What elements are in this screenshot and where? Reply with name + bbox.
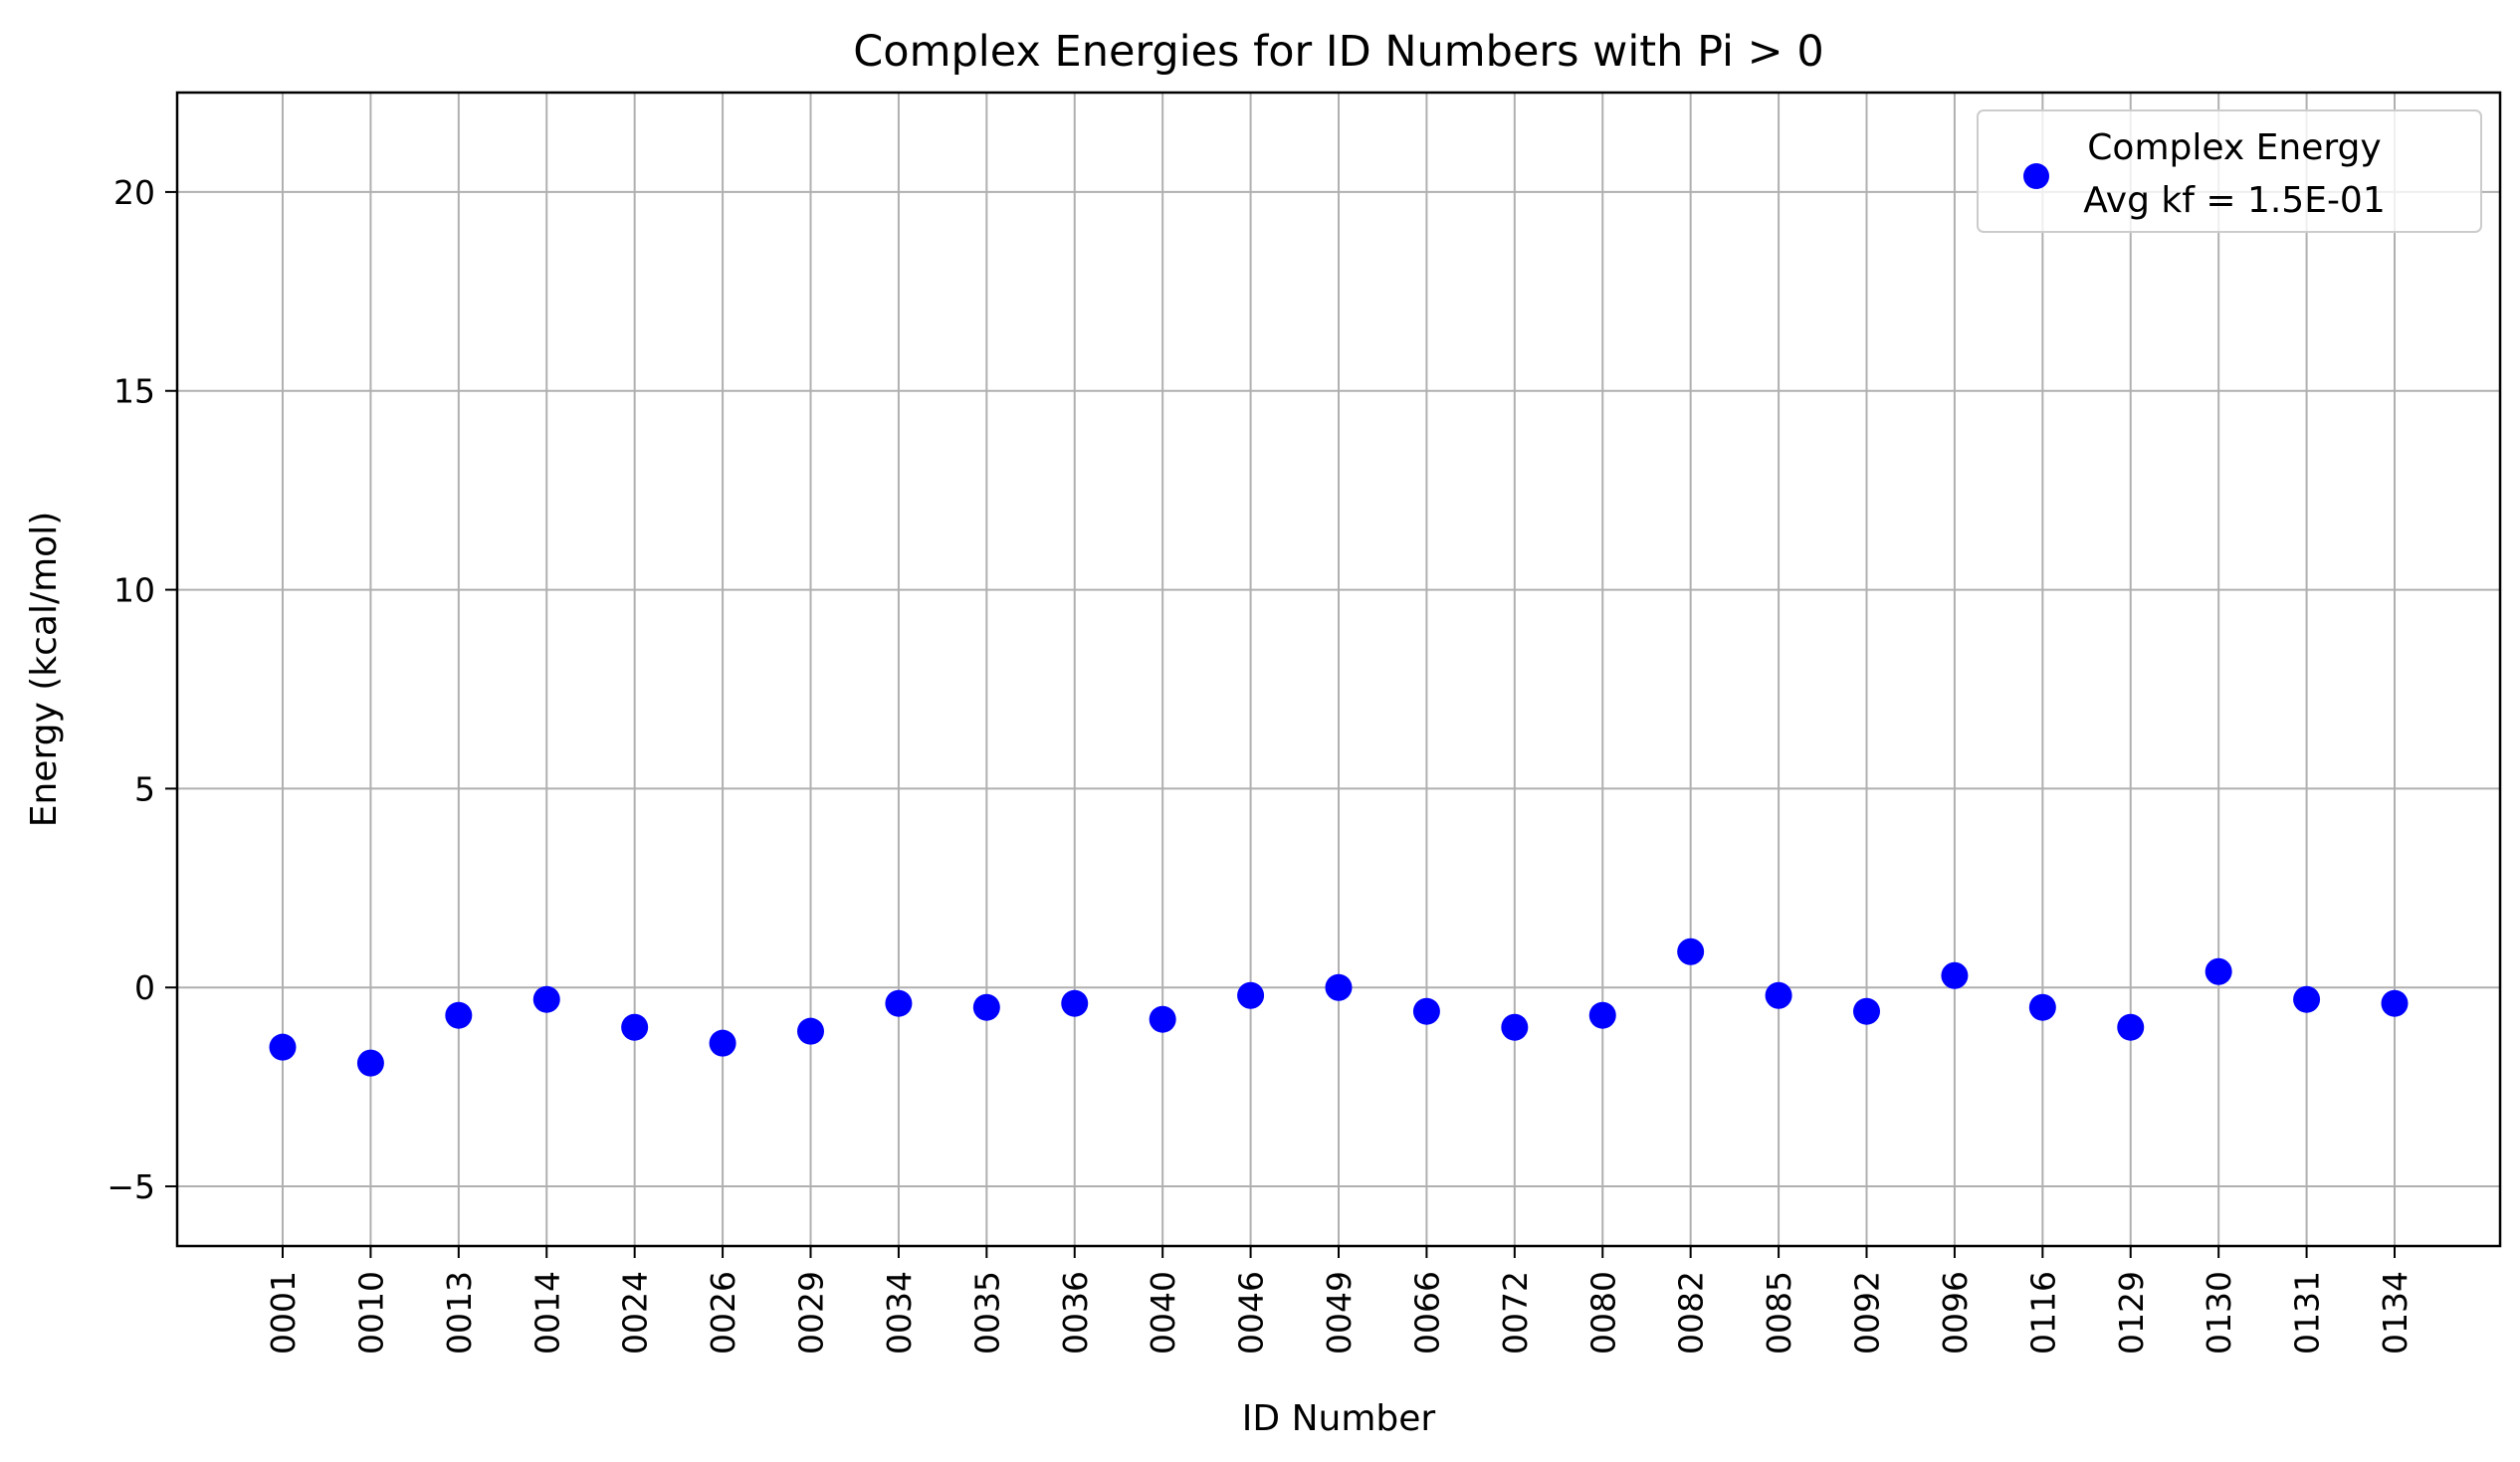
y-axis-title: Energy (kcal/mol) xyxy=(24,512,65,828)
data-point xyxy=(1325,973,1353,1001)
x-tick-label: 0013 xyxy=(440,1271,479,1355)
y-tick-label: 5 xyxy=(134,769,155,808)
data-point xyxy=(532,985,560,1013)
data-point xyxy=(1412,997,1440,1025)
x-tick-label: 0034 xyxy=(880,1271,919,1355)
data-point xyxy=(2381,989,2409,1017)
x-tick-label: 0116 xyxy=(2023,1271,2062,1355)
data-point xyxy=(2205,957,2232,985)
data-point xyxy=(885,989,913,1017)
x-tick-label: 0040 xyxy=(1144,1271,1182,1355)
x-tick-label: 0066 xyxy=(1407,1271,1446,1355)
x-tick-label: 0035 xyxy=(967,1271,1006,1355)
data-point xyxy=(621,1013,649,1041)
x-tick-label: 0085 xyxy=(1760,1271,1798,1355)
x-tick-label: 0130 xyxy=(2200,1271,2238,1355)
legend: Complex Energy Avg kf = 1.5E-01 xyxy=(1977,109,2482,233)
data-point xyxy=(1237,981,1265,1009)
x-tick-label: 0049 xyxy=(1320,1271,1359,1355)
x-tick-label: 0096 xyxy=(1936,1271,1975,1355)
y-tick-label: −5 xyxy=(106,1167,155,1206)
x-tick-label: 0036 xyxy=(1056,1271,1095,1355)
x-tick-label: 0092 xyxy=(1848,1271,1887,1355)
data-point xyxy=(2028,993,2056,1021)
x-tick-label: 0072 xyxy=(1496,1271,1535,1355)
data-point xyxy=(1588,1001,1616,1029)
x-tick-label: 0026 xyxy=(704,1271,742,1355)
x-tick-label: 0014 xyxy=(527,1271,566,1355)
data-point xyxy=(1941,961,1969,989)
x-axis-title: ID Number xyxy=(1242,1398,1436,1439)
data-point xyxy=(269,1033,297,1061)
data-point xyxy=(709,1029,736,1057)
data-point xyxy=(1149,1005,1176,1033)
data-point xyxy=(1501,1013,1529,1041)
legend-box xyxy=(1977,109,2482,233)
x-tick-label: 0029 xyxy=(792,1271,831,1355)
data-point xyxy=(797,1017,824,1045)
y-tick-label: 10 xyxy=(113,571,155,610)
x-tick-label: 0010 xyxy=(351,1271,390,1355)
data-point xyxy=(972,993,1000,1021)
legend-marker xyxy=(2023,163,2049,189)
y-tick-label: 15 xyxy=(113,372,155,411)
data-point xyxy=(445,1001,473,1029)
data-point xyxy=(1853,997,1880,1025)
x-tick-label: 0046 xyxy=(1232,1271,1271,1355)
data-point xyxy=(1765,981,1792,1009)
legend-average-label: Avg kf = 1.5E-01 xyxy=(2083,180,2386,221)
axis-ticks: −5 0 5 10 15 20 0001 0010 0013 0014 0024 0026 0029 00… xyxy=(106,173,2415,1355)
x-tick-label: 0080 xyxy=(1583,1271,1622,1355)
y-tick-label: 20 xyxy=(113,173,155,212)
data-point xyxy=(2117,1013,2145,1041)
data-point xyxy=(1061,989,1089,1017)
legend-series-label: Complex Energy xyxy=(2087,127,2381,168)
x-tick-label: 0024 xyxy=(616,1271,655,1355)
grid-lines xyxy=(177,93,2500,1246)
x-tick-label: 0131 xyxy=(2288,1271,2327,1355)
data-point xyxy=(2293,985,2321,1013)
data-point xyxy=(1677,938,1705,965)
x-tick-label: 0001 xyxy=(264,1271,303,1355)
chart-title: Complex Energies for ID Numbers with Pi … xyxy=(853,27,1823,77)
data-point xyxy=(356,1049,384,1077)
x-tick-label: 0129 xyxy=(2112,1271,2151,1355)
x-tick-label: 0082 xyxy=(1672,1271,1711,1355)
data-points xyxy=(269,938,2409,1077)
x-tick-label: 0134 xyxy=(2376,1271,2415,1355)
y-tick-label: 0 xyxy=(134,968,155,1007)
